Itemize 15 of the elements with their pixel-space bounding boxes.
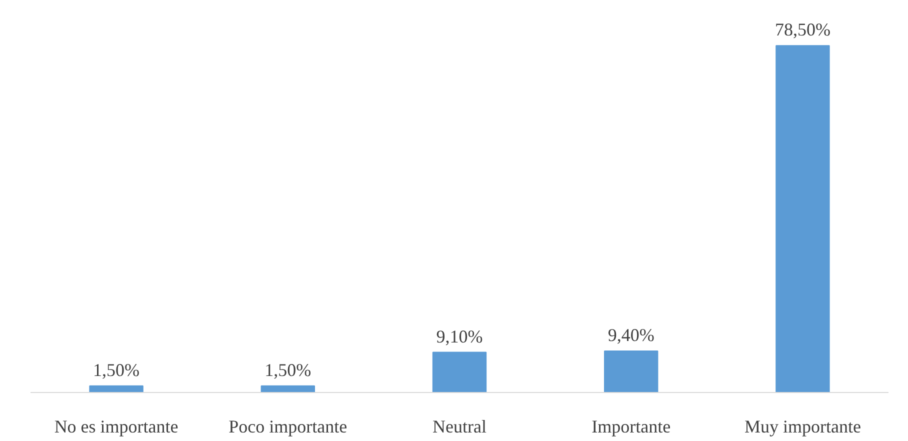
x-tick-label: No es importante xyxy=(54,416,178,436)
data-label: 78,50% xyxy=(774,20,830,40)
data-label: 1,50% xyxy=(264,360,312,380)
data-label: 9,40% xyxy=(608,324,654,345)
x-tick-label: Neutral xyxy=(432,416,486,436)
bar xyxy=(89,385,144,392)
x-tick-label: Importante xyxy=(592,416,671,436)
x-tick-label: Muy importante xyxy=(744,416,861,436)
data-label: 1,50% xyxy=(93,360,140,380)
data-label: 9,10% xyxy=(436,326,483,346)
x-tick-label: Poco importante xyxy=(228,416,348,436)
bar xyxy=(776,45,830,392)
bar xyxy=(260,385,315,392)
bar xyxy=(604,350,658,392)
bar xyxy=(432,352,487,392)
